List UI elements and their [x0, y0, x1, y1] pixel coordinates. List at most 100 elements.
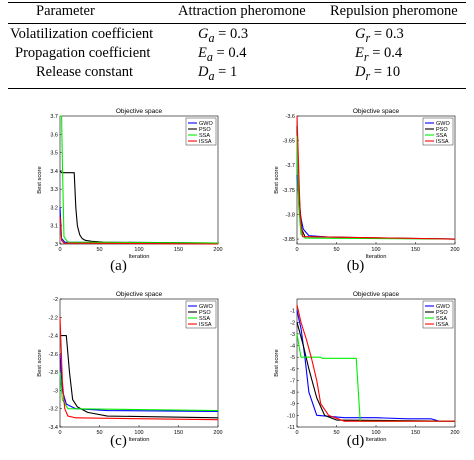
x-tick-label: 0: [58, 247, 61, 253]
y-tick-label: -3.75: [282, 188, 295, 194]
chart-panel-b: Objective space 0 50 100 150 200 -3.6 -3.65 -3.7…: [237, 100, 474, 277]
legend-label: SSA: [436, 316, 447, 322]
y-tick-label: -3: [53, 388, 58, 394]
attraction-release-value: Da = 1: [198, 64, 238, 83]
y-axis-label: Best score: [274, 166, 280, 193]
y-tick-label: 3: [55, 242, 58, 248]
x-tick-label: 200: [450, 430, 459, 436]
header-attraction: Attraction pheromone: [178, 3, 306, 19]
y-tick-label: -3.7: [286, 163, 295, 169]
y-tick-label: -1: [290, 309, 295, 315]
legend-label: ISSA: [436, 322, 449, 328]
chart-a: Objective space 0 50 100 150 200 3 3.1 3.2 3.3 3.4…: [37, 108, 223, 260]
y-tick-label: -8: [290, 390, 295, 396]
header-parameter: Parameter: [36, 3, 95, 19]
y-tick-label: -3.8: [286, 212, 295, 218]
y-tick-label: -2.8: [49, 370, 58, 376]
series-line-ssa: [60, 115, 219, 244]
parameter-table: Parameter Attraction pheromone Repulsion…: [0, 0, 474, 95]
y-tick-label: -3.65: [282, 139, 295, 145]
y-tick-label: -9: [290, 402, 295, 408]
legend-label: PSO: [436, 127, 448, 133]
y-tick-label: 3.5: [50, 151, 58, 157]
caption-b: (b): [346, 258, 365, 274]
param-propagation: Propagation coefficient: [15, 45, 151, 61]
y-tick-label: -2.4: [49, 334, 58, 340]
y-tick-label: 3.2: [50, 205, 58, 211]
y-tick-label: -3: [290, 332, 295, 338]
y-tick-label: 3.7: [50, 114, 58, 120]
x-tick-label: 0: [295, 430, 298, 436]
table-bottom-rule: [8, 88, 466, 89]
y-tick-label: -11: [287, 425, 295, 431]
series-line-issa: [59, 216, 219, 245]
x-tick-label: 100: [371, 430, 380, 436]
x-tick-label: 150: [411, 430, 420, 436]
attraction-volatilization-value: Ga = 0.3: [198, 26, 249, 45]
header-repulsion: Repulsion pheromone: [330, 3, 458, 19]
y-tick-label: -6: [290, 367, 295, 373]
y-tick-label: -5: [290, 355, 295, 361]
legend-label: PSO: [436, 310, 448, 316]
series-line-issa: [59, 317, 219, 421]
legend-label: ISSA: [199, 139, 212, 145]
legend-label: GWO: [199, 304, 213, 310]
series-line-issa: [296, 304, 455, 422]
chart-title: Objective space: [116, 291, 163, 298]
y-axis-label: Best score: [37, 349, 43, 376]
table-top-rule: [8, 2, 466, 3]
chart-panel-c: Objective space 0 50 100 150 200 -2 -2.2 -2.4 -2.…: [0, 283, 237, 460]
y-tick-label: -3.2: [49, 407, 58, 413]
repulsion-release-value: Dr = 10: [355, 64, 401, 83]
legend-label: GWO: [199, 121, 213, 127]
param-release: Release constant: [36, 64, 134, 80]
series-line-issa: [296, 115, 456, 240]
chart-d: Objective space 0 50 100 150 200 -1 -2 -3 -4 -5 -6 -…: [274, 291, 460, 443]
x-axis-label: Iteration: [129, 437, 150, 443]
x-tick-label: 150: [174, 430, 183, 436]
chart-b: Objective space 0 50 100 150 200 -3.6 -3.65 -3.7…: [274, 108, 460, 260]
legend-label: SSA: [199, 316, 210, 322]
x-tick-label: 100: [134, 247, 143, 253]
legend-label: GWO: [436, 121, 450, 127]
legend-label: ISSA: [436, 139, 449, 145]
series-line-ssa: [59, 372, 219, 412]
y-tick-label: -3.4: [49, 425, 58, 431]
x-tick-label: 0: [58, 430, 61, 436]
table-header-rule: [8, 23, 466, 24]
y-tick-label: -4: [290, 344, 295, 350]
repulsion-volatilization-value: Gr = 0.3: [355, 26, 404, 45]
repulsion-propagation-value: Er = 0.4: [355, 45, 403, 64]
y-tick-label: 3.4: [50, 169, 58, 175]
chart-title: Objective space: [353, 291, 400, 298]
caption-d: (d): [346, 433, 365, 449]
x-tick-label: 0: [295, 247, 298, 253]
legend-label: SSA: [199, 133, 210, 139]
x-tick-label: 100: [134, 430, 143, 436]
x-tick-label: 50: [333, 247, 339, 253]
x-axis-label: Iteration: [366, 437, 387, 443]
x-axis-label: Iteration: [129, 254, 150, 260]
series-line-pso: [60, 335, 219, 419]
x-tick-label: 50: [333, 430, 339, 436]
chart-panel-d: Objective space 0 50 100 150 200 -1 -2 -3 -4 -5 -6 -…: [237, 283, 474, 460]
chart-c: Objective space 0 50 100 150 200 -2 -2.2 -2.4 -2.…: [37, 291, 223, 443]
chart-panel-a: Objective space 0 50 100 150 200 3 3.1 3.2 3.3 3.4…: [0, 100, 237, 277]
x-tick-label: 200: [450, 247, 459, 253]
y-tick-label: -2.2: [49, 315, 58, 321]
x-tick-label: 50: [96, 430, 102, 436]
chart-title: Objective space: [353, 108, 400, 115]
x-tick-label: 100: [371, 247, 380, 253]
legend-label: SSA: [436, 133, 447, 139]
y-tick-label: -3.85: [282, 237, 295, 243]
chart-title: Objective space: [116, 108, 163, 115]
series-line-gwo: [59, 353, 219, 413]
x-tick-label: 150: [174, 247, 183, 253]
y-axis-label: Best score: [274, 349, 280, 376]
y-tick-label: -2.6: [49, 352, 58, 358]
y-tick-label: -10: [287, 413, 295, 419]
param-volatilization: Volatilization coefficient: [10, 26, 154, 42]
series-line-ssa: [296, 135, 456, 240]
legend-label: PSO: [199, 310, 211, 316]
y-tick-label: 3.1: [50, 224, 58, 230]
